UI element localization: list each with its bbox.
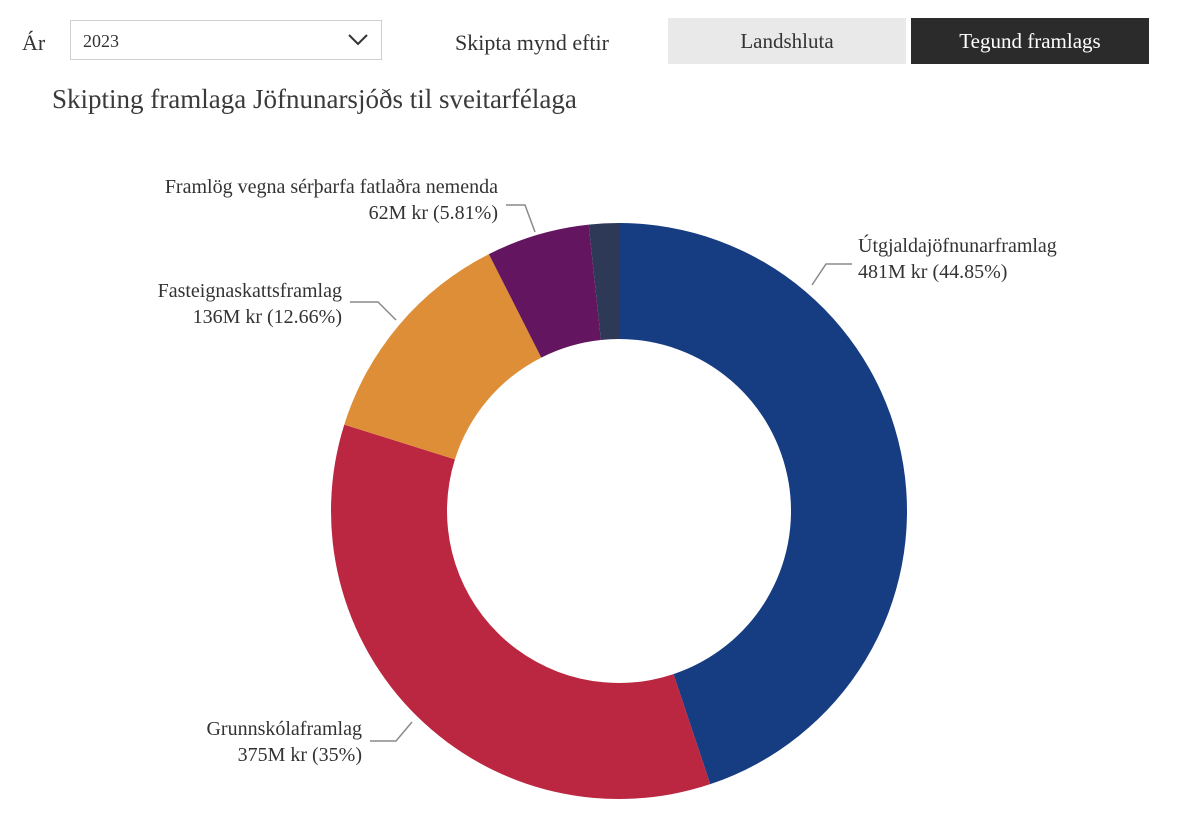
split-by-label: Skipta mynd eftir (455, 30, 609, 55)
slice-value-label-1: 481M kr (44.85%) (858, 261, 1007, 283)
leader-line-3 (350, 301, 397, 321)
chart-title: Skipting framlaga Jöfnunarsjóðs til svei… (52, 84, 577, 114)
slice-value-label-2: 375M kr (35%) (238, 744, 362, 766)
year-filter-label: Ár (22, 30, 46, 55)
donut-slice-1[interactable] (619, 223, 908, 785)
donut-slice-5[interactable] (588, 223, 619, 340)
year-dropdown-value: 2023 (83, 31, 119, 51)
slice-label-1: Útgjaldajöfnunarframlag (858, 233, 1057, 257)
year-dropdown[interactable]: 2023 (70, 20, 382, 60)
toggle-landshluta-button[interactable]: Landshluta (668, 18, 906, 64)
leader-line-1 (811, 263, 852, 286)
donut-slice-2[interactable] (330, 424, 711, 800)
donut-slice-4[interactable] (488, 224, 601, 358)
toggle-tegund-framlags-button[interactable]: Tegund framlags (911, 18, 1149, 64)
slice-label-2: Grunnskólaframlag (206, 718, 362, 740)
leader-line-2 (370, 721, 413, 742)
leader-line-4 (506, 204, 536, 233)
slice-label-4: Framlög vegna sérþarfa fatlaðra nemenda (165, 176, 498, 198)
chevron-down-icon (348, 34, 368, 46)
slice-value-label-4: 62M kr (5.81%) (369, 202, 498, 224)
slice-label-3: Fasteignaskattsframlag (158, 280, 342, 302)
slice-value-label-3: 136M kr (12.66%) (193, 306, 342, 328)
donut-slice-3[interactable] (344, 254, 542, 460)
